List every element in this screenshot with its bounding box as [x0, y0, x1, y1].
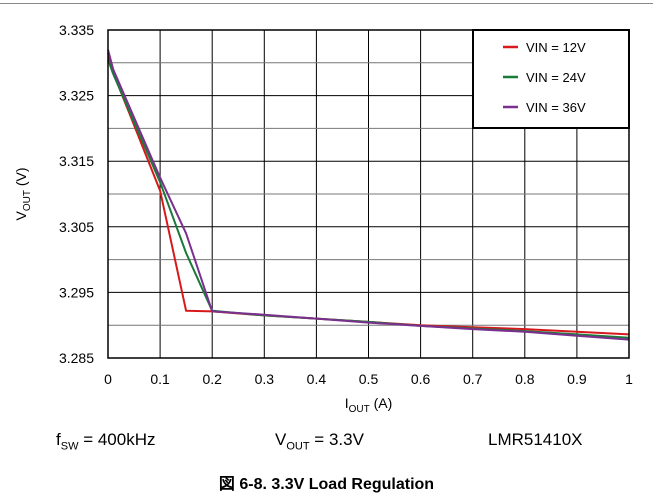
x-tick-label: 0.1	[150, 371, 170, 387]
legend: VIN = 12V VIN = 24V VIN = 36V	[472, 29, 630, 129]
vout-value: = 3.3V	[309, 430, 364, 449]
switching-frequency-note: fSW = 400kHz	[56, 430, 155, 452]
y-tick-label: 3.295	[59, 284, 94, 300]
y-axis-label-unit: (V)	[13, 167, 29, 190]
legend-label: VIN = 36V	[526, 100, 586, 115]
x-tick-label: 0.4	[307, 371, 327, 387]
legend-label: VIN = 12V	[526, 40, 586, 55]
y-tick-label: 3.305	[59, 219, 94, 235]
x-tick-label: 1	[625, 371, 633, 387]
x-axis-label: IOUT (A)	[345, 395, 393, 415]
series-layer	[107, 49, 630, 341]
x-tick-label: 0.6	[411, 371, 431, 387]
load-regulation-chart: 0 0.1 0.2 0.3 0.4 0.5 0.6 0.7 0.8 0.9 1 3.285 3.295…	[13, 22, 633, 415]
y-axis-label: VOUT (V)	[13, 167, 33, 220]
series-line-3	[107, 49, 630, 341]
vout-symbol: V	[275, 430, 287, 449]
x-axis-label-main: I	[345, 395, 349, 411]
x-tick-label: 0.9	[567, 371, 587, 387]
x-tick-labels: 0 0.1 0.2 0.3 0.4 0.5 0.6 0.7 0.8 0.9 1	[104, 371, 633, 387]
y-tick-labels: 3.285 3.295 3.305 3.315 3.325 3.335	[59, 22, 94, 366]
output-voltage-note: VOUT = 3.3V	[275, 430, 364, 452]
top-divider	[0, 3, 653, 4]
y-axis-label-main: V	[13, 211, 29, 221]
x-tick-label: 0	[104, 371, 112, 387]
fsw-subscript: SW	[60, 440, 79, 453]
x-tick-label: 0.3	[255, 371, 275, 387]
figure-caption: 図 6-8. 3.3V Load Regulation	[218, 476, 435, 493]
x-tick-label: 0.7	[463, 371, 483, 387]
y-tick-label: 3.285	[59, 350, 94, 366]
x-axis-label-unit: (A)	[370, 395, 393, 411]
y-tick-label: 3.315	[59, 153, 94, 169]
fsw-symbol: f	[56, 430, 61, 449]
legend-label: VIN = 24V	[526, 70, 586, 85]
part-number-note: LMR51410X	[488, 430, 583, 449]
x-tick-label: 0.5	[359, 371, 379, 387]
y-tick-label: 3.335	[59, 22, 94, 38]
x-tick-label: 0.2	[202, 371, 222, 387]
fsw-value: = 400kHz	[78, 430, 156, 449]
y-axis-label-sub: OUT	[22, 190, 33, 211]
plot-frame	[107, 29, 630, 359]
y-tick-label: 3.325	[59, 88, 94, 104]
legend-box	[472, 29, 630, 129]
x-tick-label: 0.8	[515, 371, 535, 387]
vout-subscript: OUT	[286, 440, 310, 453]
x-axis-label-sub: OUT	[349, 404, 370, 415]
